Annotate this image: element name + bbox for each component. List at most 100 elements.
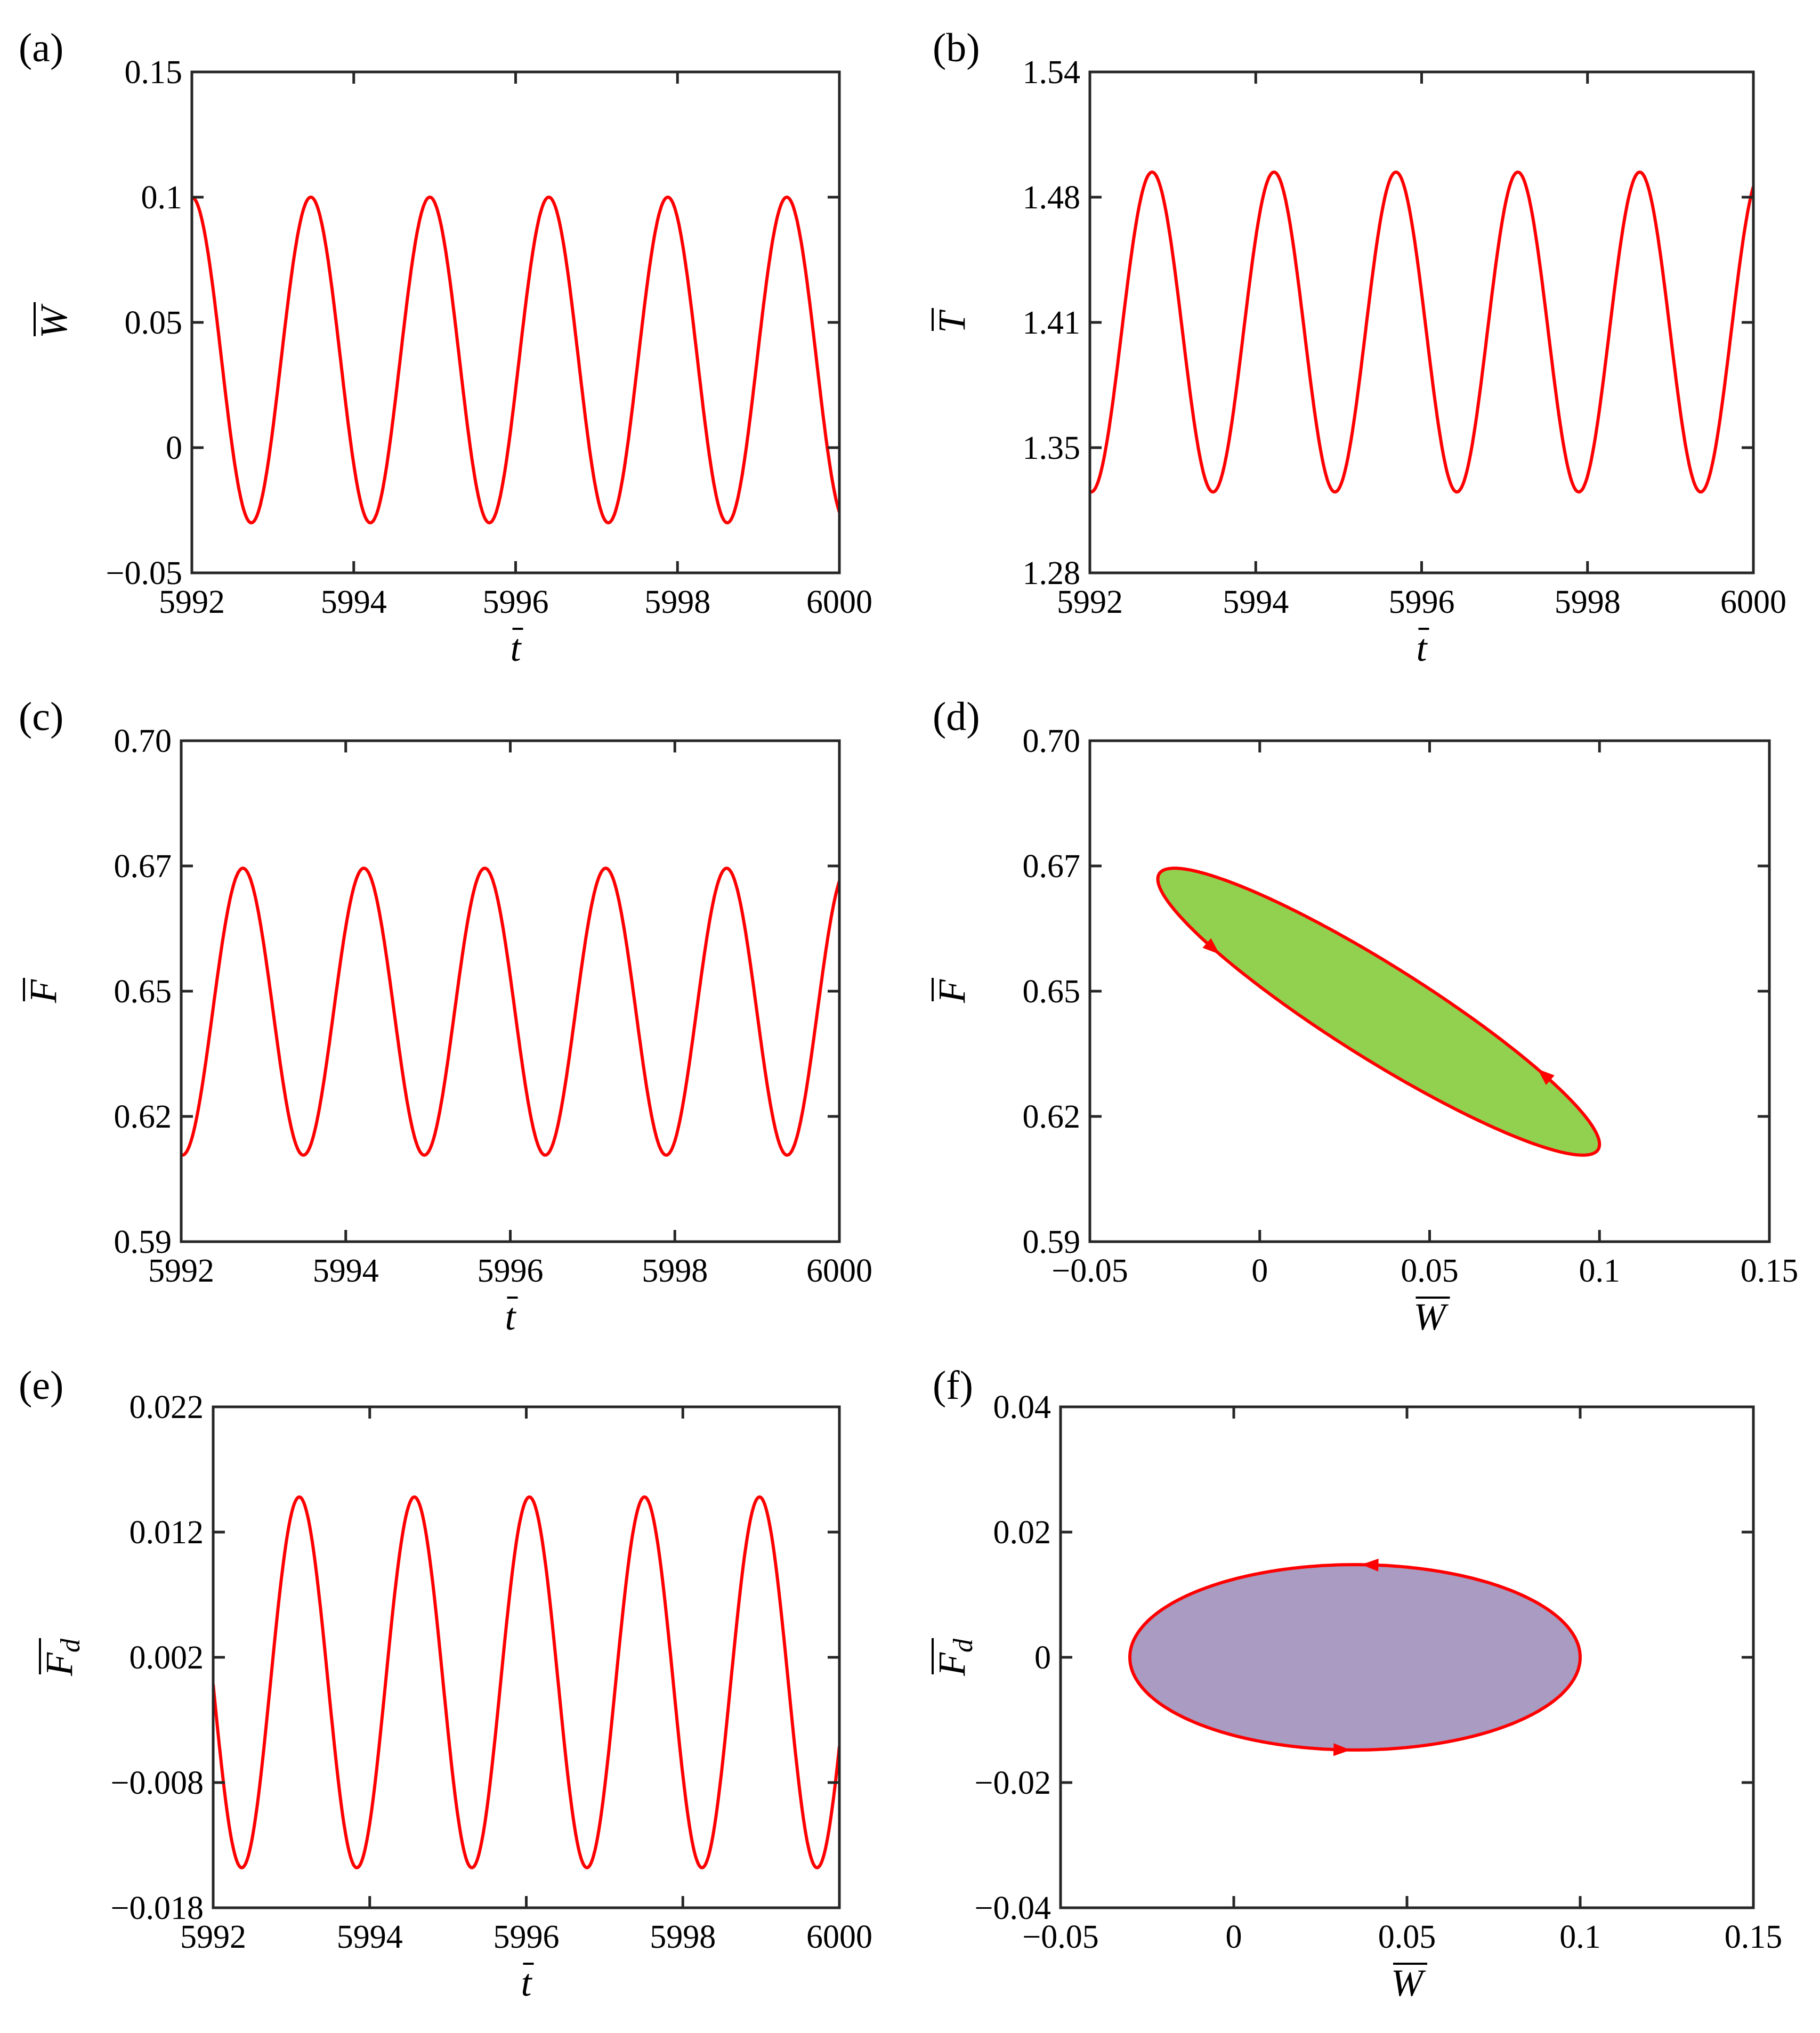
panel-f: (f) −0.05 0 0.05 0.1 0.15 −0.04 −0.02 0 0.02 0.04 W… [931,1363,1782,2004]
plot-area-e [213,1495,839,1869]
plot-area-d [1156,866,1601,1157]
y-axis-label-d-symbol: F [931,979,973,1003]
x-tick-label: 5996 [483,584,549,620]
y-tick-label: −0.018 [111,1890,204,1926]
y-axis-label-f-symbol: F [931,1652,973,1676]
y-tick-label: 0.62 [1023,1099,1081,1135]
x-tick-label: 5996 [1389,584,1455,620]
y-axis-label-c: F [22,979,64,1003]
x-axis-label-b-symbol: t [1416,627,1428,669]
y-tick-label: 0.70 [114,723,172,759]
plot-area-b [1090,170,1753,494]
y-tick-label: 0.67 [1023,848,1081,885]
y-tick-label: 1.48 [1023,180,1081,216]
y-axis-label-b-symbol: T [931,309,973,333]
x-axis-label-a: t [510,627,522,669]
x-tick-label: 0.15 [1725,1919,1783,1955]
y-axis-label-f-subscript: d [948,1638,978,1653]
y-axis-label-a: W [33,303,75,338]
y-tick-label: 0 [1034,1640,1051,1676]
y-tick-label: 1.54 [1023,54,1081,91]
y-axis-label-e-symbol: F [38,1652,80,1676]
plot-area-a [192,195,839,525]
panel-label-c: (c) [19,694,63,739]
panel-d: (d) −0.05 0 0.05 0.1 0.15 0.59 0.62 0.65 0.67 0.70… [931,694,1798,1338]
panel-c: (c) 5992 5994 5996 5998 6000 0.59 0.62 0.65 0.67 0… [19,694,872,1338]
y-tick-label: 0.04 [993,1389,1051,1425]
panel-label-a: (a) [19,26,63,70]
y-tick-label: 0.012 [130,1514,204,1551]
y-tick-label: −0.008 [111,1765,204,1801]
x-tick-label: 0.15 [1741,1253,1799,1289]
y-tick-label: 0.15 [125,54,183,91]
plot-area-f [1128,1558,1582,1756]
y-axis-label-c-symbol: F [22,979,64,1003]
x-tick-label: 5998 [642,1253,708,1289]
x-axis-label-e: t [521,1962,532,2004]
x-axis-label-e-symbol: t [521,1962,532,2004]
y-axis-label-d: F [931,979,973,1003]
x-tick-label: −0.05 [1022,1919,1098,1955]
x-tick-label: 5992 [180,1919,246,1955]
axes-frame-a [190,70,841,574]
panel-label-d: (d) [933,694,980,739]
direction-arrow-2 [1333,1743,1351,1756]
y-tick-label: 1.35 [1023,430,1081,466]
series-line-T [1090,170,1753,494]
x-tick-label: 5992 [1057,584,1123,620]
axes-frame-c [180,739,841,1243]
y-tick-label: −0.05 [106,555,182,592]
x-tick-label: 6000 [806,584,872,620]
y-axis-label-b: T [931,309,973,333]
y-tick-label: 0.1 [141,180,183,216]
y-tick-label: 0.59 [114,1224,172,1260]
y-tick-label: 0.05 [125,305,183,341]
loop-fill [1158,868,1600,1155]
x-tick-label: 6000 [1720,584,1786,620]
panel-b: (b) 5992 5994 5996 5998 6000 1.28 1.35 1.41 1.48 1… [931,26,1786,669]
x-axis-label-c-symbol: t [505,1295,516,1338]
y-tick-label: 0.022 [130,1389,204,1425]
x-tick-label: 0.1 [1579,1253,1621,1289]
x-tick-label: 0 [1251,1253,1268,1289]
x-tick-label: 5994 [337,1919,403,1955]
plot-area-c [181,866,839,1157]
x-axis-label-d: W [1414,1295,1449,1338]
y-tick-label: 0.65 [1023,974,1081,1010]
y-tick-label: −0.02 [975,1765,1051,1801]
x-tick-label: 5998 [650,1919,716,1955]
x-axis-label-a-symbol: t [510,627,522,669]
x-axis-label-f-symbol: W [1391,1962,1426,2004]
loop-curve [1128,1563,1582,1752]
y-tick-label: −0.04 [975,1890,1051,1926]
direction-arrow-1 [1361,1558,1379,1572]
y-tick-label: 0.02 [993,1514,1051,1551]
panel-label-f: (f) [933,1363,973,1408]
x-tick-label: 5994 [321,584,387,620]
loop-curve [1156,866,1601,1157]
axes-frame-b [1088,70,1755,574]
y-tick-label: 0.70 [1023,723,1081,759]
y-tick-label: 1.41 [1023,305,1081,341]
x-tick-label: 5994 [1223,584,1289,620]
y-tick-label: 0.65 [114,974,172,1010]
direction-arrow-2 [1202,938,1220,954]
y-axis-label-f: Fd [931,1638,978,1676]
x-tick-label: 5998 [1555,584,1621,620]
x-tick-label: 5998 [644,584,710,620]
y-tick-label: 0.62 [114,1099,172,1135]
panel-e: (e) 5992 5994 5996 5998 6000 −0.018 −0.008 0.002… [19,1363,872,2004]
x-tick-label: 6000 [806,1919,872,1955]
panel-label-b: (b) [933,26,980,70]
x-tick-label: 5992 [159,584,225,620]
x-tick-label: 5996 [494,1919,560,1955]
y-tick-label: 0.67 [114,848,172,885]
x-axis-label-c: t [505,1295,516,1338]
y-tick-label: 0.002 [130,1640,204,1676]
panel-label-e: (e) [19,1363,63,1408]
y-axis-label-a-symbol: W [33,303,75,338]
x-tick-label: 0.05 [1401,1253,1459,1289]
x-tick-label: 6000 [806,1253,872,1289]
series-line-W [192,195,839,525]
